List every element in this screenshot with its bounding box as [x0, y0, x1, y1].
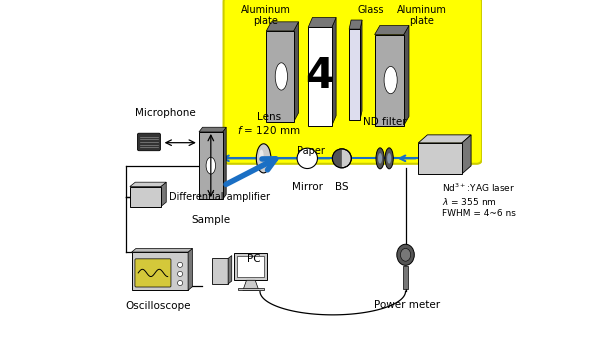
Circle shape	[178, 262, 182, 267]
Polygon shape	[199, 127, 226, 132]
Circle shape	[178, 280, 182, 285]
Text: Nd$^{3+}$:YAG laser
$\lambda$ = 355 nm
FWHM = 4~6 ns: Nd$^{3+}$:YAG laser $\lambda$ = 355 nm F…	[442, 182, 516, 218]
Polygon shape	[374, 25, 409, 35]
Circle shape	[332, 149, 352, 168]
FancyBboxPatch shape	[224, 0, 482, 164]
Text: Differential amplifier: Differential amplifier	[169, 191, 270, 202]
Text: PC: PC	[247, 254, 260, 264]
Ellipse shape	[387, 153, 391, 163]
Polygon shape	[130, 186, 161, 206]
Text: Microphone: Microphone	[135, 108, 196, 118]
Ellipse shape	[378, 153, 382, 163]
Polygon shape	[360, 20, 362, 120]
Text: Sample: Sample	[191, 215, 230, 225]
Polygon shape	[243, 280, 259, 290]
Text: plate: plate	[253, 16, 278, 26]
Polygon shape	[332, 17, 336, 126]
Polygon shape	[349, 20, 362, 29]
FancyBboxPatch shape	[238, 256, 265, 277]
Ellipse shape	[400, 248, 410, 261]
Wedge shape	[332, 149, 342, 168]
Polygon shape	[223, 127, 226, 199]
Ellipse shape	[384, 66, 397, 94]
Circle shape	[178, 271, 182, 277]
Polygon shape	[293, 22, 299, 122]
Text: Mirror: Mirror	[292, 182, 323, 192]
Polygon shape	[374, 35, 404, 126]
Text: ND filter: ND filter	[363, 118, 406, 127]
Ellipse shape	[385, 148, 393, 169]
Text: Glass: Glass	[358, 5, 384, 15]
Polygon shape	[349, 29, 360, 120]
Ellipse shape	[256, 144, 271, 173]
Polygon shape	[418, 143, 462, 174]
FancyBboxPatch shape	[137, 133, 160, 151]
Polygon shape	[266, 31, 293, 122]
Polygon shape	[235, 253, 267, 280]
Text: 4: 4	[305, 55, 334, 98]
Polygon shape	[404, 25, 409, 126]
Text: Power meter: Power meter	[374, 300, 440, 310]
Polygon shape	[212, 258, 228, 284]
Ellipse shape	[275, 63, 287, 90]
Polygon shape	[131, 252, 188, 290]
Polygon shape	[403, 266, 408, 289]
Polygon shape	[266, 22, 299, 31]
Text: BS: BS	[335, 182, 349, 192]
Polygon shape	[418, 135, 471, 143]
Ellipse shape	[376, 148, 384, 169]
Polygon shape	[131, 248, 193, 252]
Polygon shape	[462, 135, 471, 174]
Polygon shape	[188, 248, 193, 290]
Polygon shape	[199, 132, 223, 199]
Ellipse shape	[259, 150, 263, 161]
Circle shape	[297, 148, 317, 169]
Polygon shape	[228, 256, 232, 284]
FancyBboxPatch shape	[135, 259, 171, 287]
Text: Aluminum: Aluminum	[397, 5, 447, 15]
Polygon shape	[308, 17, 336, 27]
Polygon shape	[238, 288, 263, 290]
Text: Paper: Paper	[297, 146, 325, 155]
Ellipse shape	[397, 244, 414, 265]
Polygon shape	[308, 27, 332, 126]
Polygon shape	[130, 182, 166, 186]
Text: Aluminum: Aluminum	[241, 5, 290, 15]
Text: plate: plate	[410, 16, 434, 26]
Polygon shape	[161, 182, 166, 206]
Text: Oscilloscope: Oscilloscope	[125, 301, 191, 311]
Ellipse shape	[206, 157, 215, 174]
Text: Lens
$f$ = 120 mm: Lens $f$ = 120 mm	[238, 112, 301, 136]
